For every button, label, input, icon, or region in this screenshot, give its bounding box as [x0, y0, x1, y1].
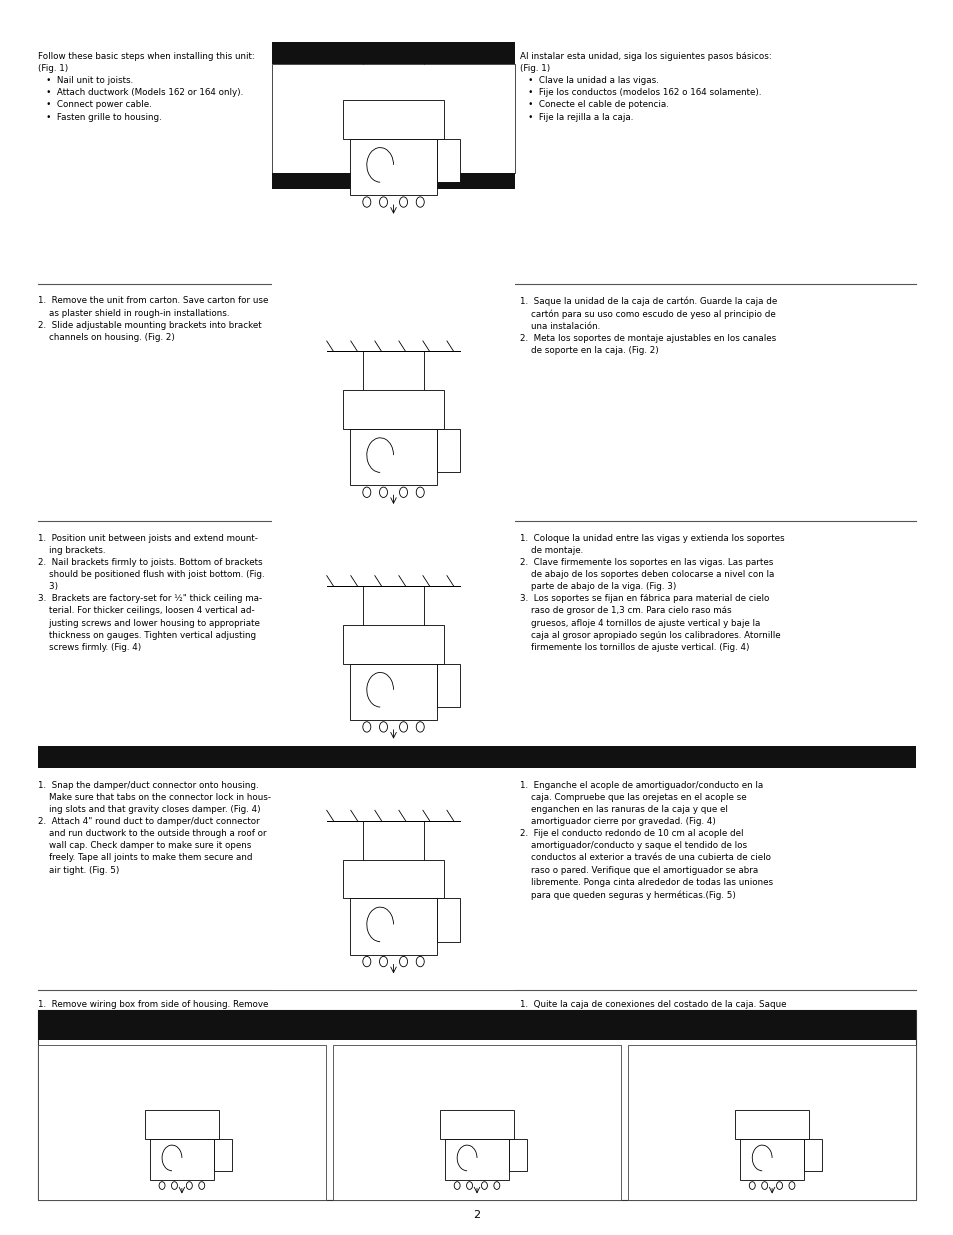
Circle shape — [416, 956, 424, 967]
Circle shape — [494, 1182, 499, 1189]
Bar — [509, 1139, 526, 1171]
Circle shape — [186, 1182, 193, 1189]
Circle shape — [379, 196, 387, 207]
Bar — [272, 189, 515, 284]
Circle shape — [466, 1182, 472, 1189]
Text: 2: 2 — [473, 1210, 480, 1220]
Circle shape — [399, 196, 407, 207]
Circle shape — [760, 1182, 767, 1189]
Bar — [38, 1010, 915, 1040]
Circle shape — [379, 487, 387, 498]
Text: Al instalar esta unidad, siga los siguientes pasos básicos:
(Fig. 1)
   •  Clave: Al instalar esta unidad, siga los siguie… — [519, 52, 771, 121]
Text: 1.  Coloque la unidad entre las vigas y extienda los soportes
    de montaje.
2.: 1. Coloque la unidad entre las vigas y e… — [519, 534, 783, 652]
Bar — [439, 1110, 514, 1139]
Circle shape — [362, 956, 371, 967]
Bar — [343, 100, 443, 140]
Bar — [343, 625, 443, 664]
Circle shape — [362, 487, 371, 498]
Bar — [734, 1110, 808, 1139]
Circle shape — [416, 721, 424, 732]
Bar — [272, 173, 515, 189]
Text: 1.  Saque la unidad de la caja de cartón. Guarde la caja de
    cartón para su u: 1. Saque la unidad de la caja de cartón.… — [519, 296, 777, 356]
Circle shape — [399, 487, 407, 498]
Bar — [272, 284, 515, 521]
Bar — [436, 138, 459, 182]
Circle shape — [379, 956, 387, 967]
Circle shape — [159, 1182, 165, 1189]
Bar — [350, 140, 436, 195]
Circle shape — [379, 721, 387, 732]
Bar — [38, 1045, 325, 1200]
Circle shape — [416, 487, 424, 498]
Bar — [444, 1139, 509, 1181]
Bar — [350, 430, 436, 485]
Bar — [145, 1110, 219, 1139]
Circle shape — [172, 1182, 177, 1189]
Text: 1.  Remove the unit from carton. Save carton for use
    as plaster shield in ro: 1. Remove the unit from carton. Save car… — [38, 296, 268, 342]
Circle shape — [416, 196, 424, 207]
Text: 1.  Quite la caja de conexiones del costado de la caja. Saque
    un disco(s) re: 1. Quite la caja de conexiones del costa… — [519, 1000, 785, 1095]
Circle shape — [399, 721, 407, 732]
Bar — [38, 746, 915, 768]
Bar — [740, 1139, 803, 1181]
Circle shape — [362, 721, 371, 732]
Circle shape — [748, 1182, 755, 1189]
Text: 1.  Remove wiring box from side of housing. Remove
    knockout(s) and connect p: 1. Remove wiring box from side of housin… — [38, 1000, 274, 1070]
Text: 1.  Enganche el acople de amortiguador/conducto en la
    caja. Compruebe que la: 1. Enganche el acople de amortiguador/co… — [519, 781, 772, 899]
Bar — [628, 1045, 915, 1200]
Bar — [150, 1139, 213, 1181]
Circle shape — [454, 1182, 459, 1189]
Text: Follow these basic steps when installing this unit:
(Fig. 1)
   •  Nail unit to : Follow these basic steps when installing… — [38, 52, 254, 121]
Text: 1.  Position unit between joists and extend mount-
    ing brackets.
2.  Nail br: 1. Position unit between joists and exte… — [38, 534, 265, 652]
Bar — [350, 899, 436, 955]
Bar — [272, 521, 515, 746]
Bar — [343, 390, 443, 429]
Bar — [272, 64, 515, 173]
Circle shape — [399, 956, 407, 967]
Circle shape — [198, 1182, 205, 1189]
Circle shape — [788, 1182, 794, 1189]
Bar — [38, 1010, 915, 1200]
Bar — [272, 42, 515, 64]
Text: 1.  Snap the damper/duct connector onto housing.
    Make sure that tabs on the : 1. Snap the damper/duct connector onto h… — [38, 781, 271, 874]
Circle shape — [776, 1182, 781, 1189]
Circle shape — [362, 196, 371, 207]
Bar — [436, 664, 459, 706]
Bar — [343, 860, 443, 899]
Bar — [436, 899, 459, 941]
Bar — [803, 1139, 821, 1171]
Bar — [350, 664, 436, 720]
Bar — [272, 768, 515, 990]
Bar — [333, 1045, 620, 1200]
Circle shape — [481, 1182, 487, 1189]
Bar — [436, 429, 459, 472]
Bar — [213, 1139, 232, 1171]
